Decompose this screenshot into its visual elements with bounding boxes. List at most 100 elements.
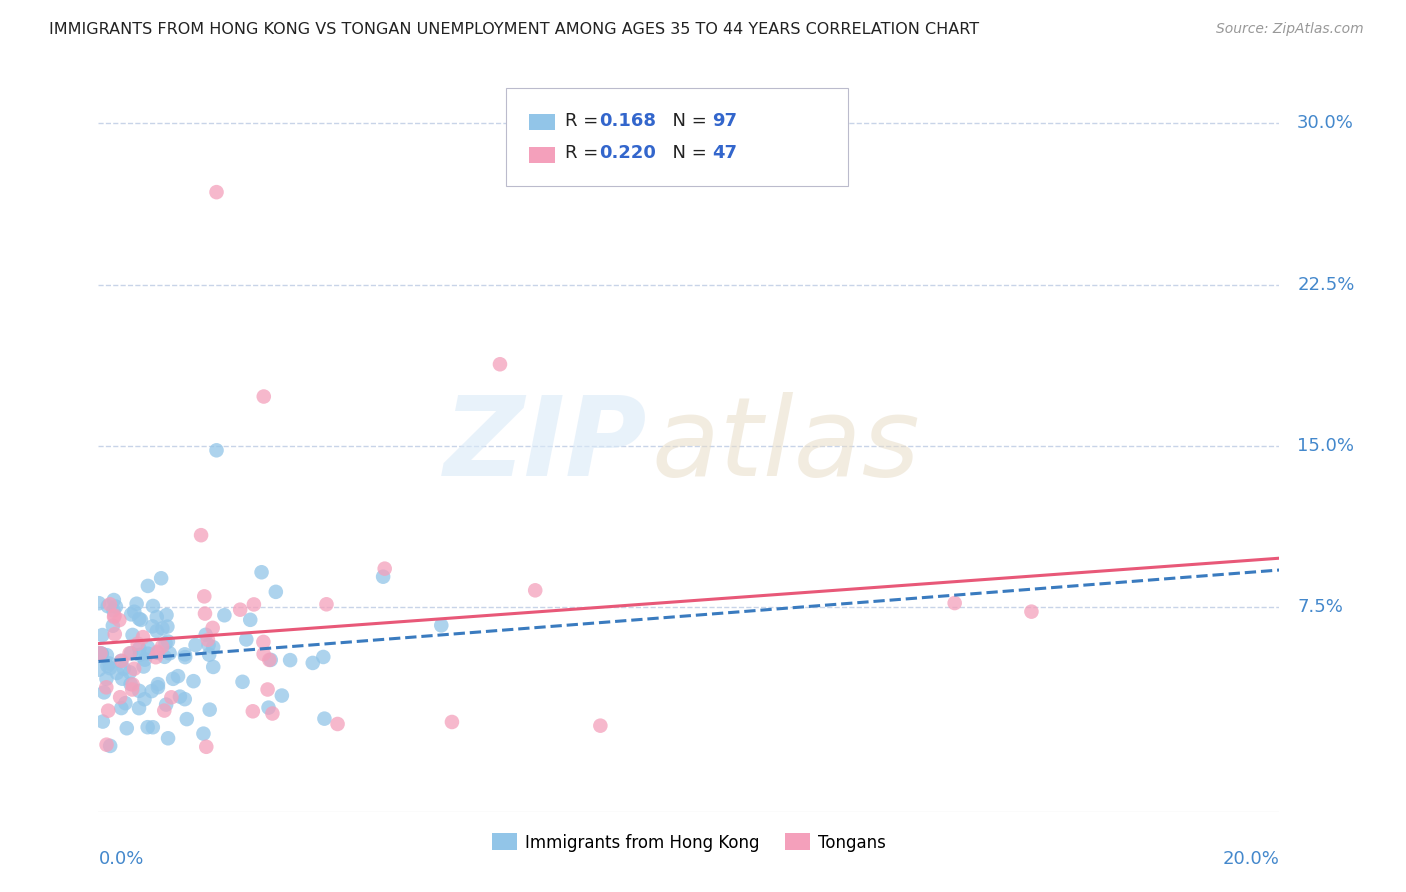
Point <box>104 599 127 614</box>
Point <box>312 650 335 665</box>
Point <box>242 704 264 718</box>
Point <box>146 646 169 660</box>
Point <box>96 681 118 695</box>
Point <box>89 646 111 660</box>
Point <box>155 607 177 622</box>
Point <box>110 654 132 668</box>
Point <box>202 660 225 674</box>
Text: Source: ZipAtlas.com: Source: ZipAtlas.com <box>1216 22 1364 37</box>
Point <box>190 528 212 542</box>
Text: 30.0%: 30.0% <box>1298 114 1354 132</box>
Text: 47: 47 <box>713 145 738 162</box>
Point <box>167 669 190 683</box>
Point <box>155 636 177 650</box>
Point <box>195 739 218 754</box>
Point <box>118 646 141 660</box>
Point <box>184 638 207 652</box>
Point <box>146 680 169 694</box>
Point <box>98 657 121 671</box>
FancyBboxPatch shape <box>506 87 848 186</box>
Point <box>156 634 179 648</box>
Point <box>118 665 141 680</box>
Point <box>197 632 219 647</box>
Point <box>134 653 156 667</box>
Point <box>150 571 173 585</box>
Point <box>146 624 169 638</box>
Point <box>146 645 169 659</box>
Point <box>104 627 127 641</box>
Point <box>125 597 148 611</box>
Point <box>205 443 228 458</box>
Point <box>136 640 159 655</box>
Point <box>315 597 337 611</box>
Point <box>98 739 121 753</box>
Point <box>87 663 110 677</box>
Point <box>132 659 155 673</box>
Point <box>103 603 125 617</box>
Point <box>121 628 143 642</box>
Point <box>142 720 165 734</box>
Point <box>174 650 197 665</box>
Point <box>121 677 143 691</box>
Point <box>115 721 138 735</box>
Point <box>197 638 219 652</box>
Point <box>326 717 349 731</box>
Point <box>489 357 512 371</box>
Point <box>127 637 149 651</box>
Point <box>101 619 124 633</box>
Point <box>270 689 292 703</box>
Point <box>198 703 221 717</box>
Point <box>91 714 114 729</box>
Point <box>150 640 173 654</box>
Point <box>96 648 118 662</box>
Point <box>159 646 181 660</box>
Point <box>169 690 191 704</box>
Point <box>205 185 228 199</box>
Point <box>136 579 159 593</box>
Point <box>112 662 135 676</box>
Point <box>93 685 115 699</box>
Text: N =: N = <box>661 112 711 129</box>
Point <box>160 690 183 705</box>
Bar <box>530 114 555 130</box>
Point <box>162 672 184 686</box>
Point <box>943 596 966 610</box>
Point <box>103 608 125 623</box>
Point <box>155 698 177 712</box>
Point <box>257 700 280 714</box>
Point <box>239 613 262 627</box>
Point <box>103 593 125 607</box>
Point <box>110 654 132 668</box>
Point <box>589 719 612 733</box>
Point <box>90 647 112 661</box>
Point <box>253 390 276 404</box>
Point <box>231 674 253 689</box>
Legend: Immigrants from Hong Kong, Tongans: Immigrants from Hong Kong, Tongans <box>485 827 893 858</box>
Point <box>152 621 174 635</box>
Point <box>374 561 396 575</box>
Point <box>142 599 165 613</box>
Point <box>250 566 273 580</box>
Point <box>128 641 150 656</box>
Point <box>111 672 134 686</box>
Point <box>134 692 156 706</box>
Point <box>156 619 179 633</box>
Text: IMMIGRANTS FROM HONG KONG VS TONGAN UNEMPLOYMENT AMONG AGES 35 TO 44 YEARS CORRE: IMMIGRANTS FROM HONG KONG VS TONGAN UNEM… <box>49 22 980 37</box>
Point <box>97 704 120 718</box>
Point <box>120 607 142 622</box>
Point <box>91 628 114 642</box>
Point <box>260 653 283 667</box>
Point <box>301 656 323 670</box>
Point <box>194 628 217 642</box>
Point <box>314 712 336 726</box>
Point <box>136 647 159 661</box>
Point <box>256 682 278 697</box>
Point <box>264 585 287 599</box>
Text: 97: 97 <box>713 112 738 129</box>
Text: R =: R = <box>565 112 605 129</box>
Point <box>108 690 131 705</box>
Point <box>146 610 169 624</box>
Point <box>129 613 152 627</box>
Point <box>114 696 136 710</box>
Point <box>146 677 169 691</box>
